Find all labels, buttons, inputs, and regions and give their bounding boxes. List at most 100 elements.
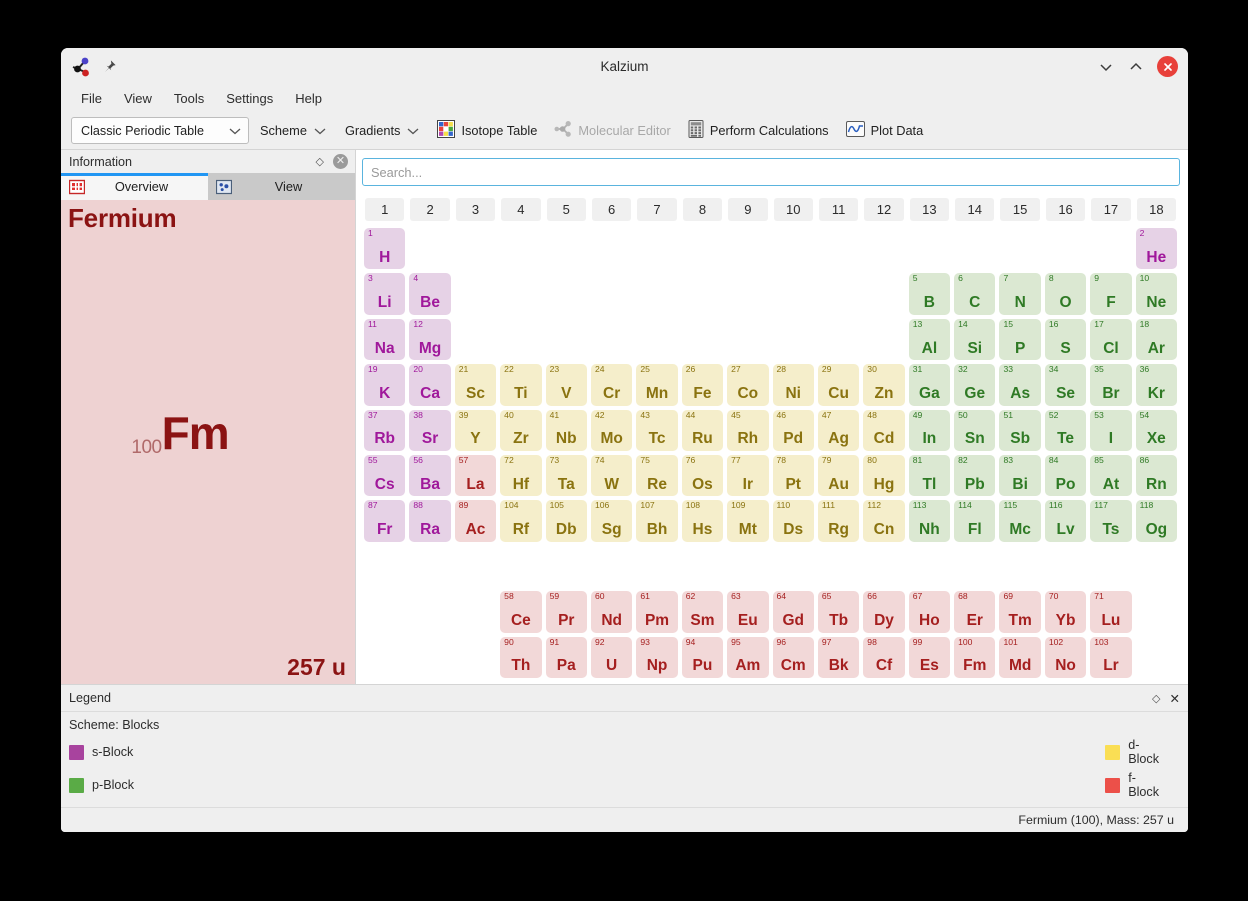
element-cell-Ti[interactable]: 22 Ti — [500, 364, 542, 406]
element-cell-Gd[interactable]: 64 Gd — [772, 591, 814, 633]
element-cell-Tm[interactable]: 69 Tm — [999, 591, 1041, 633]
element-cell-In[interactable]: 49 In — [908, 409, 951, 451]
element-cell-Hg[interactable]: 80 Hg — [863, 454, 905, 497]
element-cell-Lr[interactable]: 103 Lr — [1090, 636, 1132, 678]
element-cell-Br[interactable]: 35 Br — [1090, 364, 1132, 406]
element-cell-Dy[interactable]: 66 Dy — [863, 591, 905, 633]
search-input[interactable]: Search... — [362, 158, 1180, 186]
element-cell-Lv[interactable]: 116 Lv — [1044, 500, 1087, 542]
element-cell-Pm[interactable]: 61 Pm — [636, 591, 678, 633]
element-cell-Y[interactable]: 39 Y — [454, 409, 497, 451]
element-cell-Cs[interactable]: 55 Cs — [364, 454, 406, 497]
group-header-18[interactable]: 18 — [1136, 198, 1177, 221]
element-cell-Be[interactable]: 4 Be — [409, 273, 451, 315]
element-cell-Mn[interactable]: 25 Mn — [636, 364, 678, 406]
pin-icon[interactable] — [102, 59, 117, 74]
menu-settings[interactable]: Settings — [226, 91, 274, 106]
close-button[interactable] — [1157, 56, 1178, 77]
tab-overview[interactable]: Overview — [61, 173, 208, 200]
group-header-7[interactable]: 7 — [637, 198, 677, 221]
element-cell-Na[interactable]: 11 Na — [364, 318, 406, 361]
element-cell-Hf[interactable]: 72 Hf — [500, 454, 542, 497]
element-cell-Si[interactable]: 14 Si — [954, 318, 996, 361]
minimize-button[interactable] — [1097, 58, 1115, 76]
element-cell-Se[interactable]: 34 Se — [1044, 364, 1087, 406]
element-cell-Sg[interactable]: 106 Sg — [590, 500, 633, 542]
menu-tools[interactable]: Tools — [173, 91, 205, 106]
element-cell-Mt[interactable]: 109 Mt — [727, 500, 769, 542]
element-cell-La[interactable]: 57 La — [454, 454, 497, 497]
element-cell-Cl[interactable]: 17 Cl — [1090, 318, 1132, 361]
element-cell-Sm[interactable]: 62 Sm — [681, 591, 724, 633]
element-cell-Zn[interactable]: 30 Zn — [863, 364, 905, 406]
element-cell-Ts[interactable]: 117 Ts — [1090, 500, 1132, 542]
element-cell-Mo[interactable]: 42 Mo — [590, 409, 633, 451]
element-cell-Mc[interactable]: 115 Mc — [999, 500, 1041, 542]
element-cell-Sc[interactable]: 21 Sc — [454, 364, 497, 406]
element-cell-Er[interactable]: 68 Er — [954, 591, 996, 633]
element-cell-Kr[interactable]: 36 Kr — [1135, 364, 1178, 406]
scheme-dropdown[interactable]: Scheme — [252, 119, 334, 142]
element-cell-P[interactable]: 15 P — [999, 318, 1041, 361]
element-cell-W[interactable]: 74 W — [590, 454, 633, 497]
element-cell-Tb[interactable]: 65 Tb — [817, 591, 860, 633]
element-cell-Pb[interactable]: 82 Pb — [954, 454, 996, 497]
element-cell-Au[interactable]: 79 Au — [817, 454, 860, 497]
element-cell-Ho[interactable]: 67 Ho — [908, 591, 951, 633]
element-cell-No[interactable]: 102 No — [1044, 636, 1087, 678]
element-cell-Ga[interactable]: 31 Ga — [908, 364, 951, 406]
element-cell-Rn[interactable]: 86 Rn — [1135, 454, 1178, 497]
element-cell-Rh[interactable]: 45 Rh — [727, 409, 769, 451]
element-cell-Rf[interactable]: 104 Rf — [500, 500, 542, 542]
element-cell-Nh[interactable]: 113 Nh — [908, 500, 951, 542]
element-cell-Ds[interactable]: 110 Ds — [772, 500, 814, 542]
element-cell-Fr[interactable]: 87 Fr — [364, 500, 406, 542]
element-cell-As[interactable]: 33 As — [999, 364, 1041, 406]
element-cell-Yb[interactable]: 70 Yb — [1044, 591, 1087, 633]
element-cell-Ra[interactable]: 88 Ra — [409, 500, 451, 542]
element-cell-Cm[interactable]: 96 Cm — [772, 636, 814, 678]
perform-calculations-button[interactable]: Perform Calculations — [681, 116, 836, 145]
element-cell-Nb[interactable]: 41 Nb — [545, 409, 587, 451]
menu-help[interactable]: Help — [295, 91, 322, 106]
element-cell-Md[interactable]: 101 Md — [999, 636, 1041, 678]
periodic-table-select[interactable]: Classic Periodic Table — [71, 117, 249, 144]
element-cell-S[interactable]: 16 S — [1044, 318, 1087, 361]
group-header-4[interactable]: 4 — [501, 198, 541, 221]
element-cell-Sr[interactable]: 38 Sr — [409, 409, 451, 451]
element-cell-Rg[interactable]: 111 Rg — [817, 500, 860, 542]
isotope-table-button[interactable]: Isotope Table — [430, 116, 544, 145]
element-cell-Nd[interactable]: 60 Nd — [590, 591, 633, 633]
element-cell-Ir[interactable]: 77 Ir — [727, 454, 769, 497]
element-cell-Ru[interactable]: 44 Ru — [681, 409, 724, 451]
element-cell-K[interactable]: 19 K — [364, 364, 406, 406]
element-cell-Og[interactable]: 118 Og — [1135, 500, 1178, 542]
group-header-13[interactable]: 13 — [909, 198, 950, 221]
element-cell-Xe[interactable]: 54 Xe — [1135, 409, 1178, 451]
element-cell-Pt[interactable]: 78 Pt — [772, 454, 814, 497]
element-cell-Fm[interactable]: 100 Fm — [954, 636, 996, 678]
element-cell-Db[interactable]: 105 Db — [545, 500, 587, 542]
element-cell-Hs[interactable]: 108 Hs — [681, 500, 724, 542]
element-cell-Pu[interactable]: 94 Pu — [681, 636, 724, 678]
element-cell-Co[interactable]: 27 Co — [727, 364, 769, 406]
element-cell-He[interactable]: 2 He — [1135, 228, 1178, 270]
element-cell-Pr[interactable]: 59 Pr — [545, 591, 587, 633]
menu-view[interactable]: View — [123, 91, 152, 106]
element-cell-Al[interactable]: 13 Al — [908, 318, 951, 361]
element-cell-Cf[interactable]: 98 Cf — [863, 636, 905, 678]
group-header-3[interactable]: 3 — [455, 198, 496, 221]
element-cell-Ba[interactable]: 56 Ba — [409, 454, 451, 497]
group-header-14[interactable]: 14 — [955, 198, 995, 221]
group-header-10[interactable]: 10 — [773, 198, 813, 221]
element-cell-V[interactable]: 23 V — [545, 364, 587, 406]
element-cell-Fl[interactable]: 114 Fl — [954, 500, 996, 542]
element-cell-Cr[interactable]: 24 Cr — [590, 364, 633, 406]
element-cell-Es[interactable]: 99 Es — [908, 636, 951, 678]
group-header-1[interactable]: 1 — [365, 198, 405, 221]
element-cell-At[interactable]: 85 At — [1090, 454, 1132, 497]
element-cell-U[interactable]: 92 U — [590, 636, 633, 678]
group-header-17[interactable]: 17 — [1091, 198, 1131, 221]
element-cell-Eu[interactable]: 63 Eu — [727, 591, 769, 633]
